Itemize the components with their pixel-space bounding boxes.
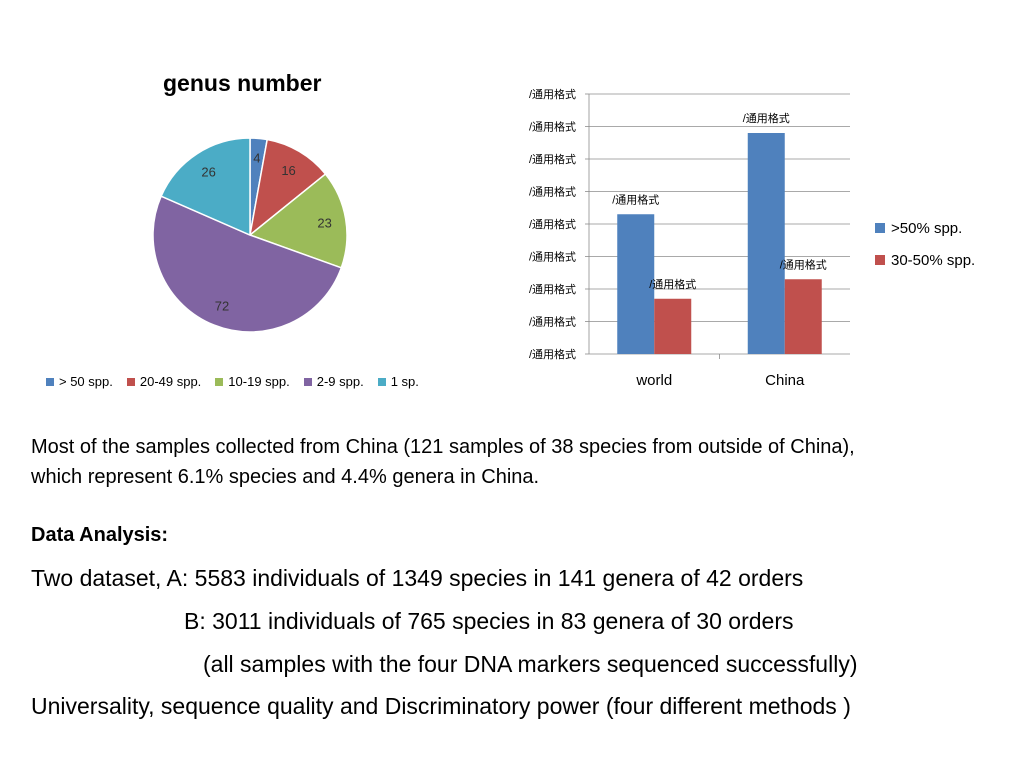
pie-slice [160, 137, 251, 237]
bar-data-label: /通用格式 [612, 192, 659, 206]
bar-y-tick-label: /通用格式 [529, 347, 576, 361]
pie-slice [248, 172, 348, 269]
bar [784, 279, 822, 354]
pie-legend-swatch [215, 377, 224, 386]
bar-data-label: /通用格式 [743, 111, 790, 125]
pie-legend-item: 1 sp. [377, 374, 419, 389]
pie-legend-item: > 50 spp. [46, 374, 113, 389]
bar-legend-item: 30-50% spp. [875, 244, 975, 276]
pie-slice [248, 138, 327, 237]
bar-category-label: China [765, 372, 805, 389]
bar-legend: >50% spp. 30-50% spp. [875, 212, 975, 276]
bar-legend-swatch [875, 255, 885, 265]
pie-legend-label: 20-49 spp. [139, 374, 202, 389]
summary-line-1: Most of the samples collected from China… [31, 436, 855, 458]
bar-y-tick-label: /通用格式 [529, 315, 576, 329]
bar-legend-label: 30-50% spp. [891, 251, 976, 269]
pie-legend: > 50 spp. 20-49 spp. 10-19 spp. 2-9 spp. 1 s… [46, 374, 419, 389]
pie-legend-item: 10-19 spp. [215, 374, 290, 389]
pie-legend-item: 20-49 spp. [126, 374, 202, 389]
pie-legend-swatch [46, 377, 54, 386]
bar-data-label: /通用格式 [780, 257, 827, 271]
pie-chart-title: genus number [163, 70, 322, 96]
pie-legend-swatch [303, 377, 312, 386]
bar-chart: /通用格式/通用格式/通用格式/通用格式/通用格式/通用格式/通用格式/通用格式… [529, 87, 850, 389]
bar-y-tick-label: /通用格式 [529, 250, 576, 264]
pie-legend-item: 2-9 spp. [303, 374, 364, 389]
bar-y-tick-label: /通用格式 [529, 282, 576, 296]
pie-legend-label: 2-9 spp. [316, 374, 364, 389]
pie-slice-label: 4 [253, 151, 260, 166]
pie-legend-swatch [126, 377, 135, 386]
pie-slice-label: 26 [201, 165, 215, 180]
pie-legend-swatch [377, 377, 386, 386]
pie-legend-label: 1 sp. [390, 374, 419, 389]
summary-paragraph: Most of the samples collected from China… [31, 432, 855, 492]
bar-y-tick-label: /通用格式 [529, 120, 576, 134]
bar-legend-swatch [875, 223, 885, 233]
pie-chart: 4 16 23 72 26 [152, 137, 348, 333]
pie-slice [152, 195, 343, 333]
summary-line-2: which represent 6.1% species and 4.4% ge… [31, 466, 540, 488]
methods-line: Universality, sequence quality and Discr… [31, 693, 851, 719]
dataset-note-line: (all samples with the four DNA markers s… [203, 651, 858, 677]
bar-category-label: world [635, 372, 672, 389]
pie-slice-label: 23 [317, 215, 331, 230]
bar-y-tick-label: /通用格式 [529, 185, 576, 199]
pie-slice-label: 16 [281, 163, 295, 178]
bar-legend-item: >50% spp. [875, 212, 975, 244]
data-analysis-heading: Data Analysis: [31, 524, 169, 546]
dataset-b-line: B: 3011 individuals of 765 species in 83… [184, 608, 794, 634]
pie-legend-label: > 50 spp. [59, 374, 113, 389]
bar-y-tick-label: /通用格式 [529, 217, 576, 231]
bar-y-tick-label: /通用格式 [529, 152, 576, 166]
bar-data-label: /通用格式 [649, 277, 696, 291]
bar-legend-label: >50% spp. [891, 219, 963, 237]
bar [617, 214, 655, 354]
bar [654, 298, 692, 354]
bar [747, 133, 785, 354]
pie-legend-label: 10-19 spp. [228, 374, 290, 389]
bar-y-tick-label: /通用格式 [529, 87, 576, 101]
pie-slice-label: 72 [215, 298, 229, 313]
dataset-a-line: Two dataset, A: 5583 individuals of 1349… [31, 565, 804, 591]
